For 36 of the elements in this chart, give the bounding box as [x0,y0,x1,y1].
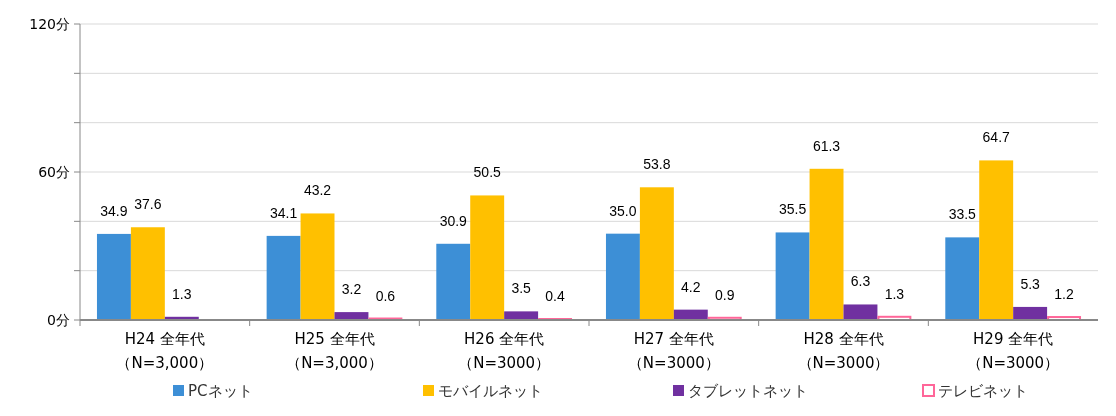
x-tick-label: H28 全年代（N=3000） [797,330,890,372]
legend-label: テレビネット [938,382,1028,400]
data-label: 34.1 [269,204,298,221]
data-label: 33.5 [948,206,977,223]
data-label: 3.5 [511,280,532,297]
x-tick-label: H27 全年代（N=3000） [627,330,720,372]
x-tick-label: H26 全年代（N=3000） [458,330,551,372]
data-label: 1.3 [172,285,192,302]
data-label: 5.3 [1020,275,1041,292]
data-label: 50.5 [473,164,502,181]
data-label: 61.3 [812,137,841,154]
data-label: 34.9 [100,202,128,219]
x-tick-label: H29 全年代（N=3000） [967,330,1060,372]
data-label: 0.9 [715,286,735,303]
y-tick-label: 120分 [29,15,70,32]
y-tick-label: 0分 [47,311,70,328]
legend-label: PCネット [188,382,253,400]
data-label: 0.4 [545,288,566,305]
data-label: 53.8 [643,156,671,173]
data-label: 64.7 [982,129,1011,146]
data-label: 37.6 [134,196,162,213]
data-label: 1.3 [884,285,905,302]
data-label: 43.2 [303,182,332,199]
legend-label: モバイルネット [438,382,543,400]
x-tick-label: H25 全年代（N=3,000） [286,330,383,372]
data-label: 1.2 [1054,286,1075,303]
data-label: 3.2 [341,281,362,298]
y-tick-label: 60分 [38,163,70,180]
data-label: 30.9 [439,212,468,229]
data-label: 0.6 [375,287,396,304]
x-tick-label: H24 全年代（N=3,000） [116,330,214,372]
legend-label: タブレットネット [688,382,808,400]
data-label: 4.2 [681,278,701,295]
data-label: 6.3 [850,273,871,290]
data-label: 35.0 [609,202,637,219]
data-label: 35.5 [778,201,807,218]
